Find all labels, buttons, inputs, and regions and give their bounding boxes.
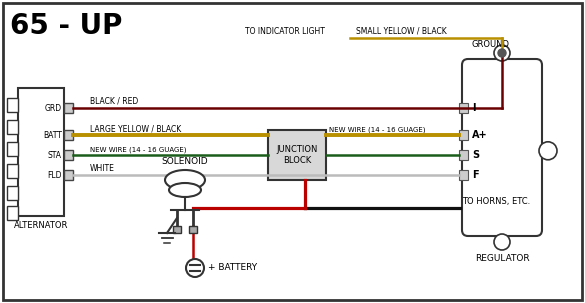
Circle shape: [494, 45, 510, 61]
Bar: [64, 130, 73, 140]
Bar: [459, 150, 468, 160]
Text: LARGE YELLOW / BLACK: LARGE YELLOW / BLACK: [90, 124, 181, 133]
Bar: [7, 206, 18, 220]
Text: JUNCTION
BLOCK: JUNCTION BLOCK: [276, 145, 318, 165]
Text: A+: A+: [472, 130, 488, 140]
Text: TO HORNS, ETC.: TO HORNS, ETC.: [462, 197, 530, 206]
Text: + BATTERY: + BATTERY: [208, 264, 257, 272]
Bar: [7, 142, 18, 156]
Text: STA: STA: [48, 151, 62, 160]
Bar: [7, 164, 18, 178]
Bar: [18, 88, 64, 216]
Bar: [7, 120, 18, 134]
Bar: [64, 103, 73, 113]
Text: SMALL YELLOW / BLACK: SMALL YELLOW / BLACK: [356, 27, 447, 36]
Text: F: F: [472, 170, 479, 180]
Text: GROUND: GROUND: [472, 40, 510, 49]
Ellipse shape: [165, 170, 205, 190]
Text: SOLENOID: SOLENOID: [161, 157, 208, 166]
Text: 65 - UP: 65 - UP: [10, 12, 122, 40]
Text: NEW WIRE (14 - 16 GUAGE): NEW WIRE (14 - 16 GUAGE): [90, 146, 187, 153]
Bar: [268, 130, 326, 180]
Circle shape: [494, 234, 510, 250]
Bar: [7, 98, 18, 112]
Text: NEW WIRE (14 - 16 GUAGE): NEW WIRE (14 - 16 GUAGE): [329, 126, 425, 133]
Text: GRD: GRD: [45, 104, 62, 113]
Text: WHITE: WHITE: [90, 164, 115, 173]
Bar: [173, 226, 181, 233]
Text: REGULATOR: REGULATOR: [474, 254, 529, 263]
Bar: [189, 226, 197, 233]
Circle shape: [186, 259, 204, 277]
Bar: [64, 170, 73, 180]
Bar: [459, 103, 468, 113]
FancyBboxPatch shape: [462, 59, 542, 236]
Bar: [459, 130, 468, 140]
Text: FLD: FLD: [47, 171, 62, 180]
Bar: [7, 186, 18, 200]
Circle shape: [539, 142, 557, 160]
Bar: [459, 170, 468, 180]
Ellipse shape: [169, 183, 201, 197]
Text: ALTERNATOR: ALTERNATOR: [14, 221, 68, 230]
Circle shape: [498, 49, 506, 57]
Text: S: S: [472, 150, 479, 160]
Text: I: I: [472, 103, 476, 113]
Text: TO INDICATOR LIGHT: TO INDICATOR LIGHT: [245, 27, 325, 36]
Text: BATT: BATT: [43, 131, 62, 140]
Text: BLACK / RED: BLACK / RED: [90, 97, 138, 106]
Bar: [64, 150, 73, 160]
